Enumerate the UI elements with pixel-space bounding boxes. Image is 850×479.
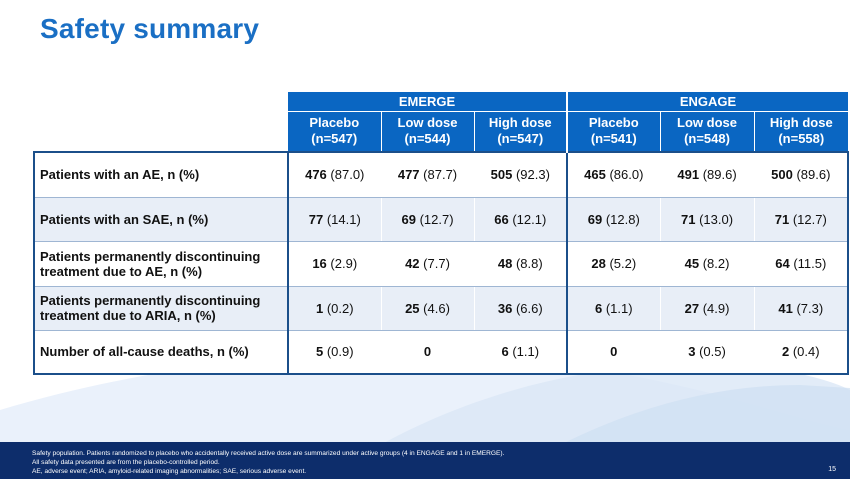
row-label: Patients permanently discontinuing treat… <box>33 241 289 287</box>
slide-title: Safety summary <box>40 13 260 44</box>
table-cell: 36 (6.6) <box>474 286 569 331</box>
table-cell: 0 <box>567 330 661 375</box>
footnote: Safety population. Patients randomized t… <box>32 450 505 457</box>
table-cell: 5 (0.9) <box>288 330 382 375</box>
table-cell: 477 (87.7) <box>381 151 475 198</box>
table-cell: 42 (7.7) <box>381 241 475 287</box>
table-corner <box>34 111 288 152</box>
column-header: Placebo (n=541) <box>567 111 661 152</box>
table-cell: 69 (12.8) <box>567 197 661 242</box>
table-cell: 465 (86.0) <box>567 151 661 198</box>
group-header-emerge: EMERGE <box>288 92 569 112</box>
table-row: Patients permanently discontinuing treat… <box>33 286 850 331</box>
group-header-engage: ENGAGE <box>567 92 849 112</box>
footnotes: Safety population. Patients randomized t… <box>32 449 504 476</box>
background-wave-graphic <box>0 353 850 445</box>
table-row: Patients with an AE, n (%) 476 (87.0) 47… <box>33 151 850 198</box>
table-cell: 48 (8.8) <box>474 241 569 287</box>
page-number: 15 <box>828 466 836 473</box>
column-header: Placebo (n=547) <box>288 111 382 152</box>
table-cell: 69 (12.7) <box>381 197 475 242</box>
table-row: Number of all-cause deaths, n (%) 5 (0.9… <box>33 330 850 375</box>
column-header: High dose (n=558) <box>754 111 849 152</box>
table-cell: 491 (89.6) <box>660 151 755 198</box>
table-cell: 28 (5.2) <box>567 241 661 287</box>
table-cell: 71 (12.7) <box>754 197 850 242</box>
row-label: Patients with an SAE, n (%) <box>33 197 289 242</box>
table-cell: 2 (0.4) <box>754 330 850 375</box>
table-cell: 66 (12.1) <box>474 197 569 242</box>
row-label: Patients with an AE, n (%) <box>33 151 289 198</box>
row-label: Number of all-cause deaths, n (%) <box>33 330 289 375</box>
table-cell: 27 (4.9) <box>660 286 755 331</box>
table-corner <box>34 92 288 111</box>
table-cell: 476 (87.0) <box>288 151 382 198</box>
footer-bar: Safety population. Patients randomized t… <box>0 442 850 479</box>
footnote: AE, adverse event; ARIA, amyloid-related… <box>32 468 307 475</box>
table-cell: 3 (0.5) <box>660 330 755 375</box>
table-cell: 500 (89.6) <box>754 151 850 198</box>
table-cell: 25 (4.6) <box>381 286 475 331</box>
row-label: Patients permanently discontinuing treat… <box>33 286 289 331</box>
safety-summary-table: EMERGE ENGAGE Placebo (n=547) Low dose (n=… <box>33 92 850 375</box>
table-cell: 77 (14.1) <box>288 197 382 242</box>
table-cell: 6 (1.1) <box>567 286 661 331</box>
column-header: Low dose (n=544) <box>381 111 475 152</box>
table-cell: 41 (7.3) <box>754 286 850 331</box>
table-cell: 64 (11.5) <box>754 241 850 287</box>
table-cell: 1 (0.2) <box>288 286 382 331</box>
table-cell: 71 (13.0) <box>660 197 755 242</box>
table-cell: 16 (2.9) <box>288 241 382 287</box>
table-cell: 0 <box>381 330 475 375</box>
column-header: High dose (n=547) <box>474 111 569 152</box>
table-cell: 505 (92.3) <box>474 151 569 198</box>
footnote: All safety data presented are from the p… <box>32 459 220 466</box>
table-cell: 45 (8.2) <box>660 241 755 287</box>
column-header: Low dose (n=548) <box>660 111 755 152</box>
table-cell: 6 (1.1) <box>474 330 569 375</box>
table-row: Patients with an SAE, n (%) 77 (14.1) 69… <box>33 197 850 242</box>
table-row: Patients permanently discontinuing treat… <box>33 241 850 287</box>
